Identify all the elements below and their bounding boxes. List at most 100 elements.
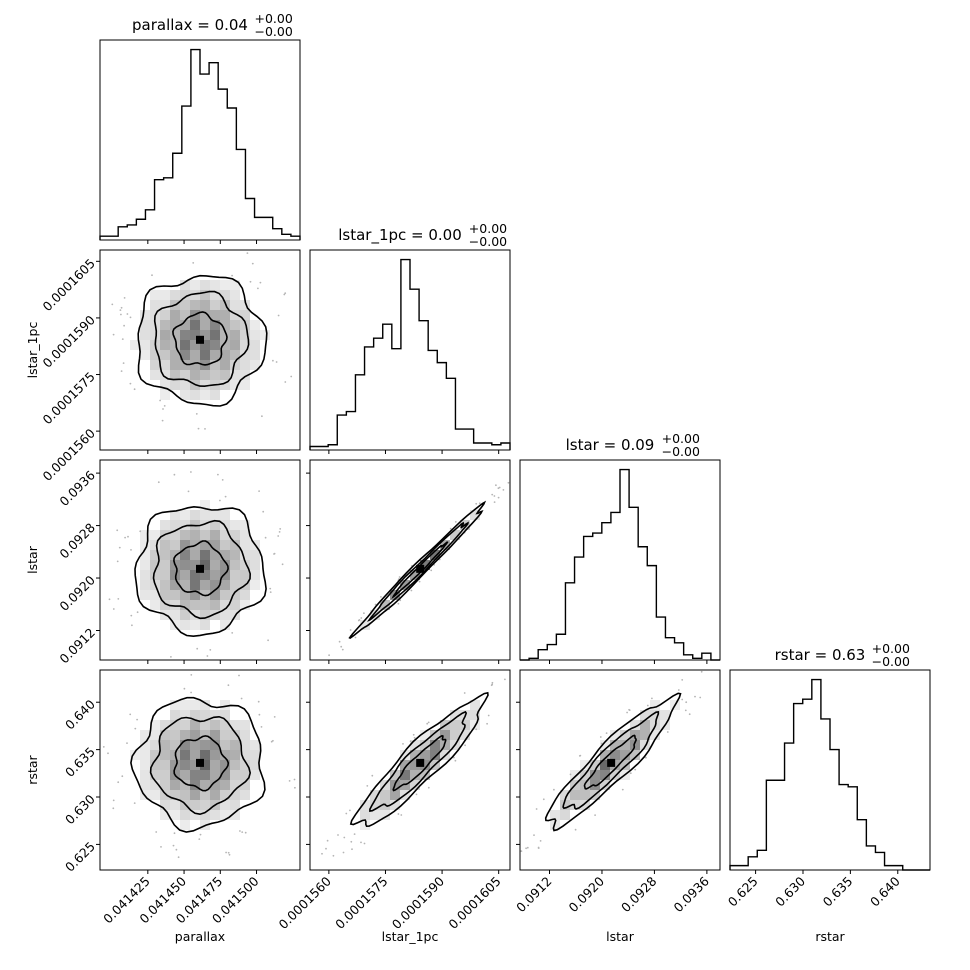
- sample-point: [328, 654, 330, 657]
- density-cell: [230, 740, 240, 750]
- sample-point: [275, 361, 278, 363]
- density-cell: [580, 800, 590, 810]
- sample-point: [112, 799, 115, 802]
- title-sub: −0.00: [469, 234, 507, 249]
- density-cell: [160, 350, 170, 360]
- sample-point: [397, 602, 400, 605]
- sample-point: [279, 528, 282, 530]
- density-cell: [210, 750, 220, 760]
- density-cell: [230, 590, 240, 600]
- density-cell: [220, 580, 230, 590]
- sample-point: [621, 788, 624, 791]
- sample-point: [117, 598, 120, 600]
- x-axis-label: parallax: [175, 929, 225, 944]
- contour-line: [134, 505, 267, 638]
- sample-point: [155, 831, 158, 833]
- sample-point: [262, 510, 265, 513]
- density-cell: [170, 720, 180, 730]
- x-tick-label: 0.640: [867, 873, 903, 909]
- density-cell: [400, 770, 410, 780]
- sample-point: [497, 496, 500, 499]
- density-cell: [240, 360, 250, 370]
- density-cell: [150, 760, 160, 770]
- density-cell: [170, 540, 180, 550]
- density-cell: [610, 770, 620, 780]
- density-cell: [180, 510, 190, 520]
- density-cell: [210, 810, 220, 820]
- density-cell: [150, 290, 160, 300]
- density-cell: [240, 370, 250, 380]
- density-cell: [220, 600, 230, 610]
- sample-point: [162, 408, 164, 410]
- panel-content: [324, 481, 510, 668]
- sample-point: [427, 786, 430, 789]
- density-cell: [200, 610, 210, 620]
- density-cell: [460, 730, 470, 740]
- density-cell: [180, 760, 190, 770]
- density-cell: [210, 350, 220, 360]
- density-cell: [450, 530, 460, 540]
- density-cell: [190, 620, 200, 630]
- density-cell: [170, 590, 180, 600]
- sample-point: [136, 718, 139, 721]
- density-cell: [200, 570, 210, 580]
- density-cell: [180, 390, 190, 400]
- density-cell: [160, 380, 170, 390]
- panel-content: [102, 674, 296, 859]
- density-cell: [240, 530, 250, 540]
- density-cell: [570, 790, 580, 800]
- density-cell: [600, 770, 610, 780]
- density-cell: [200, 790, 210, 800]
- density-cell: [180, 590, 190, 600]
- density-cell: [230, 750, 240, 760]
- sample-point: [277, 314, 280, 317]
- density-cell: [200, 540, 210, 550]
- y-axis-label: lstar: [25, 545, 40, 574]
- sample-point: [426, 722, 429, 725]
- density-cell: [150, 530, 160, 540]
- density-cell: [180, 300, 190, 310]
- sample-point: [267, 639, 269, 642]
- sample-point: [228, 853, 231, 856]
- density-cell: [430, 550, 440, 560]
- sample-point: [197, 427, 200, 430]
- density-cell: [220, 330, 230, 340]
- density-cell: [410, 740, 420, 750]
- density-cell: [200, 530, 210, 540]
- sample-point: [694, 666, 696, 668]
- sample-point: [112, 807, 115, 810]
- contour-line: [152, 519, 252, 620]
- density-cell: [470, 510, 480, 520]
- sample-point: [324, 666, 326, 668]
- density-cell: [220, 280, 230, 290]
- density-cell: [220, 620, 230, 630]
- density-cell: [150, 560, 160, 570]
- density-cell: [220, 810, 230, 820]
- density-cell: [190, 600, 200, 610]
- sample-point: [261, 415, 263, 418]
- density-cell: [380, 600, 390, 610]
- density-cell: [150, 750, 160, 760]
- sample-point: [418, 580, 421, 583]
- density-cell: [210, 290, 220, 300]
- density-cell: [620, 740, 630, 750]
- sample-point: [123, 297, 126, 299]
- density-cell: [210, 330, 220, 340]
- density-cell: [390, 770, 400, 780]
- density-cell: [590, 770, 600, 780]
- density-cell: [250, 320, 260, 330]
- sample-point: [415, 793, 418, 796]
- density-cell: [200, 330, 210, 340]
- sample-point: [399, 599, 402, 602]
- density-cell: [140, 770, 150, 780]
- density-cell: [220, 710, 230, 720]
- density-cell: [180, 380, 190, 390]
- density-cell: [210, 740, 220, 750]
- sample-point: [454, 521, 457, 523]
- sample-point: [218, 661, 220, 663]
- density-cell: [210, 340, 220, 350]
- density-cell: [180, 700, 190, 710]
- density-cell: [660, 710, 670, 720]
- sample-point: [363, 842, 366, 845]
- sample-point: [120, 313, 122, 316]
